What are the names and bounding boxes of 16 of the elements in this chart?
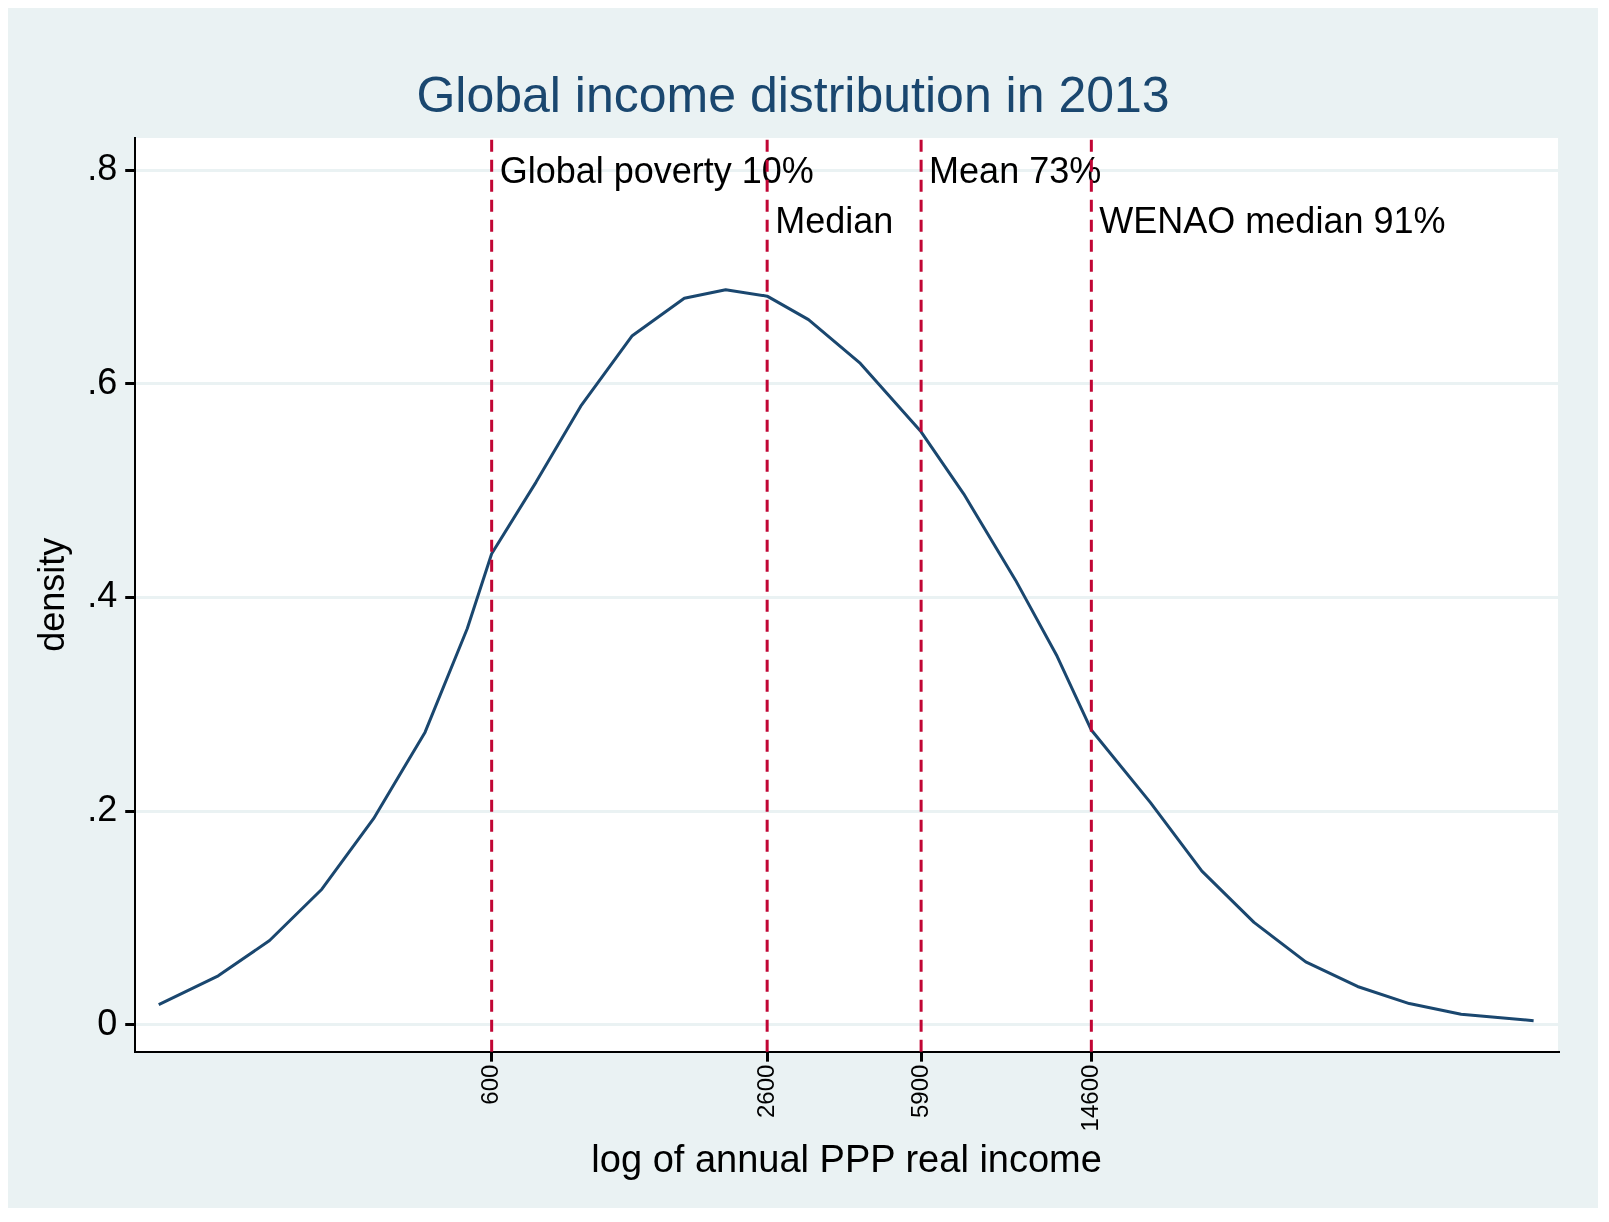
x-tick-label: 5900	[905, 1064, 933, 1119]
ref-line-label: WENAO median 91%	[1099, 199, 1446, 241]
x-tick-label: 14600	[1075, 1064, 1103, 1132]
y-tick-label: 0	[97, 1001, 118, 1043]
y-tick-label: .8	[87, 146, 118, 188]
ref-line-label: Global poverty 10%	[499, 149, 814, 191]
x-axis-title: log of annual PPP real income	[591, 1137, 1102, 1180]
y-tick-label: .6	[87, 360, 118, 402]
chart-title: Global income distribution in 2013	[416, 66, 1170, 123]
ref-line-label: Mean 73%	[929, 149, 1102, 191]
ref-line-label: Median	[775, 199, 894, 241]
y-tick-label: .4	[87, 574, 118, 616]
y-axis-title: density	[30, 537, 72, 652]
x-tick-label: 600	[476, 1064, 504, 1105]
x-tick-label: 2600	[751, 1064, 779, 1119]
y-tick-label: .2	[87, 788, 118, 830]
